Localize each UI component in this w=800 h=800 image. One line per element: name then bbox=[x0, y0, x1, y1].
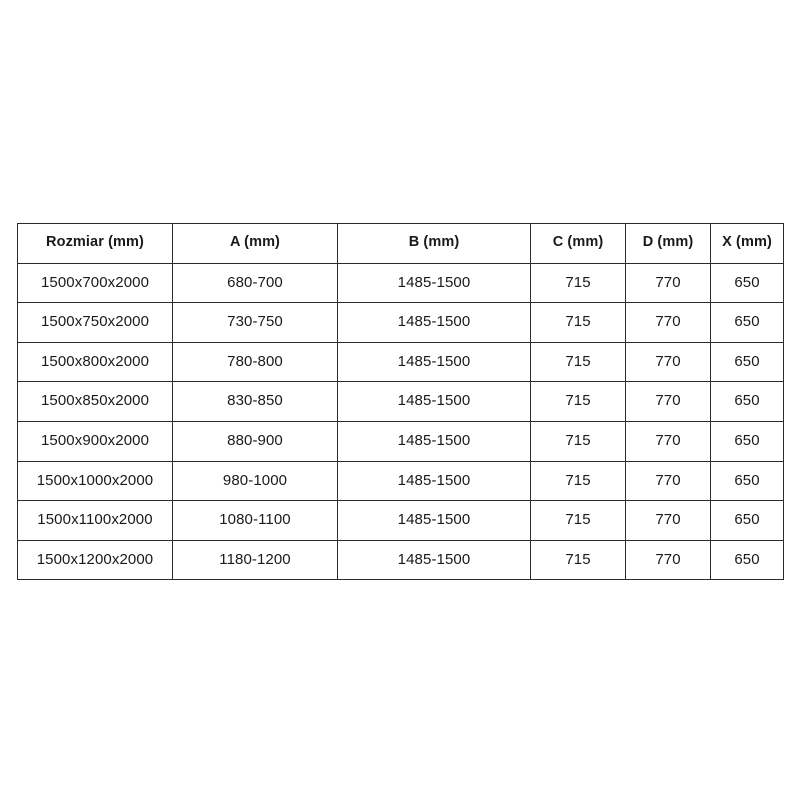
cell-c: 715 bbox=[530, 262, 626, 304]
cell-x: 650 bbox=[710, 341, 784, 383]
column-header-x: X (mm) bbox=[710, 223, 784, 264]
cell-size: 1500x1200x2000 bbox=[17, 539, 173, 581]
cell-x: 650 bbox=[710, 302, 784, 343]
cell-size: 1500x800x2000 bbox=[17, 341, 173, 383]
table-row: 1500x1200x2000 1180-1200 1485-1500 715 7… bbox=[17, 539, 784, 581]
spec-table-container: Rozmiar (mm) A (mm) B (mm) C (mm) D (mm)… bbox=[17, 223, 784, 581]
cell-x: 650 bbox=[710, 381, 784, 422]
cell-b: 1485-1500 bbox=[337, 381, 531, 422]
cell-c: 715 bbox=[530, 500, 626, 541]
shower-enclosure-dimensions-table: Rozmiar (mm) A (mm) B (mm) C (mm) D (mm)… bbox=[17, 223, 784, 581]
cell-size: 1500x1100x2000 bbox=[17, 500, 173, 541]
cell-x: 650 bbox=[710, 420, 784, 462]
cell-a: 680-700 bbox=[172, 262, 338, 304]
cell-x: 650 bbox=[710, 539, 784, 581]
cell-d: 770 bbox=[625, 341, 711, 383]
cell-b: 1485-1500 bbox=[337, 302, 531, 343]
table-header: Rozmiar (mm) A (mm) B (mm) C (mm) D (mm)… bbox=[17, 223, 784, 264]
cell-c: 715 bbox=[530, 539, 626, 581]
cell-a: 1080-1100 bbox=[172, 500, 338, 541]
cell-b: 1485-1500 bbox=[337, 460, 531, 502]
cell-d: 770 bbox=[625, 381, 711, 422]
cell-x: 650 bbox=[710, 500, 784, 541]
cell-c: 715 bbox=[530, 341, 626, 383]
table-row: 1500x800x2000 780-800 1485-1500 715 770 … bbox=[17, 341, 784, 383]
cell-a: 730-750 bbox=[172, 302, 338, 343]
table-row: 1500x1100x2000 1080-1100 1485-1500 715 7… bbox=[17, 500, 784, 541]
cell-c: 715 bbox=[530, 460, 626, 502]
cell-b: 1485-1500 bbox=[337, 420, 531, 462]
table-header-row: Rozmiar (mm) A (mm) B (mm) C (mm) D (mm)… bbox=[17, 223, 784, 264]
cell-size: 1500x850x2000 bbox=[17, 381, 173, 422]
cell-d: 770 bbox=[625, 539, 711, 581]
cell-b: 1485-1500 bbox=[337, 500, 531, 541]
cell-c: 715 bbox=[530, 302, 626, 343]
cell-size: 1500x700x2000 bbox=[17, 262, 173, 304]
table-row: 1500x750x2000 730-750 1485-1500 715 770 … bbox=[17, 302, 784, 343]
column-header-a: A (mm) bbox=[172, 223, 338, 264]
column-header-c: C (mm) bbox=[530, 223, 626, 264]
cell-d: 770 bbox=[625, 262, 711, 304]
cell-a: 830-850 bbox=[172, 381, 338, 422]
cell-b: 1485-1500 bbox=[337, 539, 531, 581]
table-row: 1500x1000x2000 980-1000 1485-1500 715 77… bbox=[17, 460, 784, 502]
cell-b: 1485-1500 bbox=[337, 341, 531, 383]
cell-d: 770 bbox=[625, 302, 711, 343]
column-header-b: B (mm) bbox=[337, 223, 531, 264]
column-header-d: D (mm) bbox=[625, 223, 711, 264]
column-header-size: Rozmiar (mm) bbox=[17, 223, 173, 264]
cell-a: 1180-1200 bbox=[172, 539, 338, 581]
table-row: 1500x700x2000 680-700 1485-1500 715 770 … bbox=[17, 262, 784, 304]
cell-size: 1500x1000x2000 bbox=[17, 460, 173, 502]
cell-a: 780-800 bbox=[172, 341, 338, 383]
cell-x: 650 bbox=[710, 262, 784, 304]
cell-d: 770 bbox=[625, 420, 711, 462]
cell-b: 1485-1500 bbox=[337, 262, 531, 304]
cell-a: 880-900 bbox=[172, 420, 338, 462]
cell-c: 715 bbox=[530, 420, 626, 462]
cell-x: 650 bbox=[710, 460, 784, 502]
cell-d: 770 bbox=[625, 460, 711, 502]
cell-c: 715 bbox=[530, 381, 626, 422]
cell-a: 980-1000 bbox=[172, 460, 338, 502]
table-body: 1500x700x2000 680-700 1485-1500 715 770 … bbox=[17, 262, 784, 581]
cell-size: 1500x750x2000 bbox=[17, 302, 173, 343]
table-row: 1500x900x2000 880-900 1485-1500 715 770 … bbox=[17, 420, 784, 462]
cell-d: 770 bbox=[625, 500, 711, 541]
table-row: 1500x850x2000 830-850 1485-1500 715 770 … bbox=[17, 381, 784, 422]
cell-size: 1500x900x2000 bbox=[17, 420, 173, 462]
